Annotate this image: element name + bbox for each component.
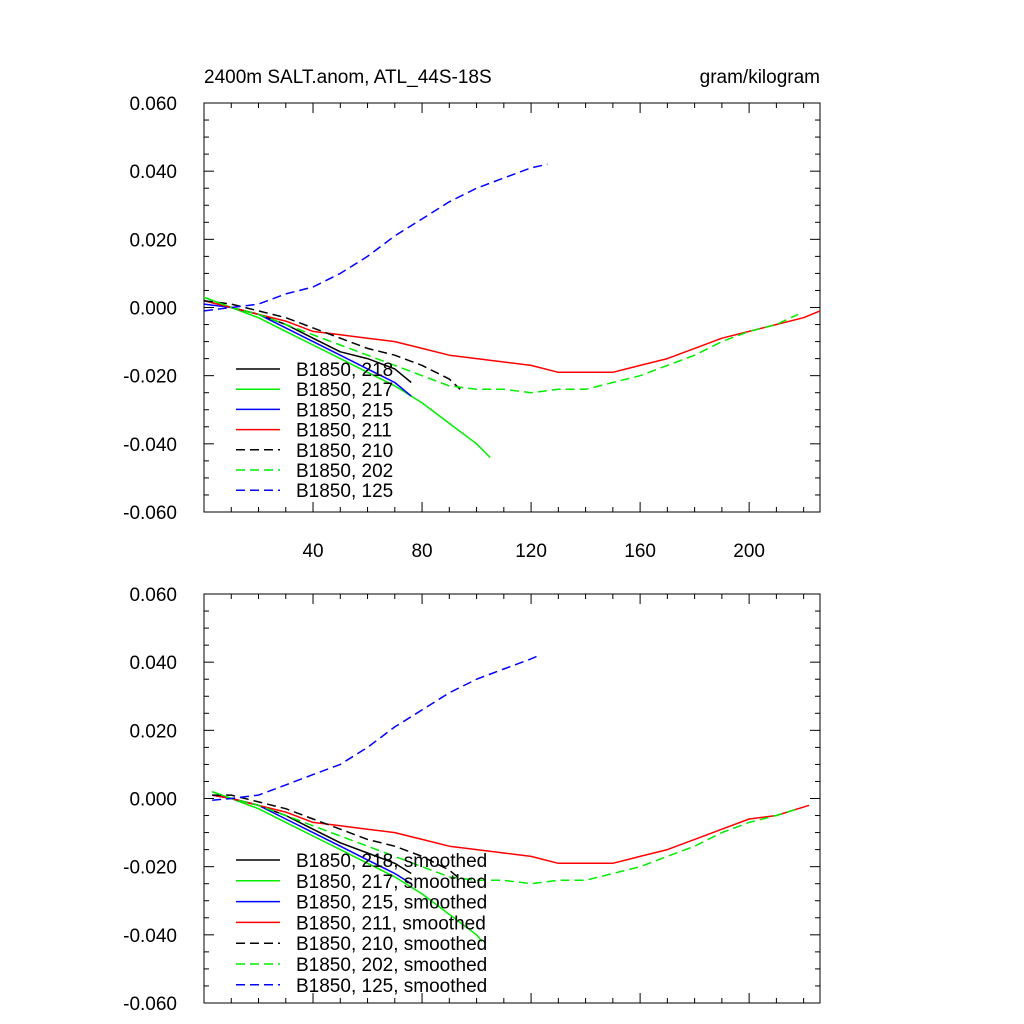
legend-label: B1850, 202, smoothed	[296, 955, 487, 976]
legend-label: B1850, 217, smoothed	[296, 872, 487, 893]
series-line-5	[212, 794, 458, 878]
series-line-4	[203, 299, 821, 374]
y-tick-label: 0.000	[129, 299, 177, 320]
legend-label: B1850, 218, smoothed	[296, 851, 487, 872]
x-tick-label: 40	[302, 541, 323, 562]
series-line-7	[212, 654, 540, 801]
legend-label: B1850, 202	[296, 461, 393, 482]
legend-label: B1850, 215, smoothed	[296, 893, 487, 914]
x-tick-label: 80	[411, 541, 432, 562]
x-tick-label: 160	[624, 541, 656, 562]
units-label: gram/kilogram	[700, 67, 820, 88]
legend-label: B1850, 210, smoothed	[296, 934, 487, 955]
series-line-2	[203, 296, 491, 459]
legend-label: B1850, 125	[296, 481, 393, 502]
series-line-4	[212, 794, 810, 865]
y-tick-label: 0.060	[129, 585, 177, 606]
chart-title: 2400m SALT.anom, ATL_44S-18S	[204, 67, 492, 88]
y-tick-label: 0.020	[129, 230, 177, 251]
series-line-2	[211, 790, 483, 943]
legend-label: B1850, 211, smoothed	[296, 913, 486, 934]
x-tick-label: 200	[733, 541, 765, 562]
y-tick-label: -0.040	[123, 435, 177, 456]
bottom-panel: 0.060 0.040 0.020 0.000 -0.020 -0.040 -0.060 B1…	[123, 585, 821, 1015]
legend-label: B1850, 217	[296, 380, 393, 401]
x-tick-label: 120	[515, 541, 547, 562]
y-tick-label: 0.040	[129, 653, 177, 674]
legend-label: B1850, 218	[296, 360, 393, 381]
y-tick-label: 0.040	[129, 162, 177, 183]
legend-label: B1850, 125, smoothed	[296, 976, 487, 997]
series-line-6	[203, 296, 799, 394]
legend-label: B1850, 211	[296, 421, 392, 442]
y-tick-label: 0.020	[129, 721, 177, 742]
y-tick-label: -0.020	[123, 367, 177, 388]
top-panel: 2400m SALT.anom, ATL_44S-18S gram/kilogr…	[123, 67, 821, 562]
y-tick-label: -0.020	[123, 858, 177, 879]
legend-label: B1850, 210	[296, 441, 393, 462]
y-tick-label: -0.040	[123, 926, 177, 947]
y-tick-label: -0.060	[123, 994, 177, 1015]
legend-label: B1850, 215	[296, 400, 393, 421]
y-tick-label: 0.060	[129, 94, 177, 115]
y-tick-label: 0.000	[129, 790, 177, 811]
series-line-7	[203, 163, 548, 312]
series-line-5	[203, 299, 461, 390]
y-tick-label: -0.060	[123, 503, 177, 524]
